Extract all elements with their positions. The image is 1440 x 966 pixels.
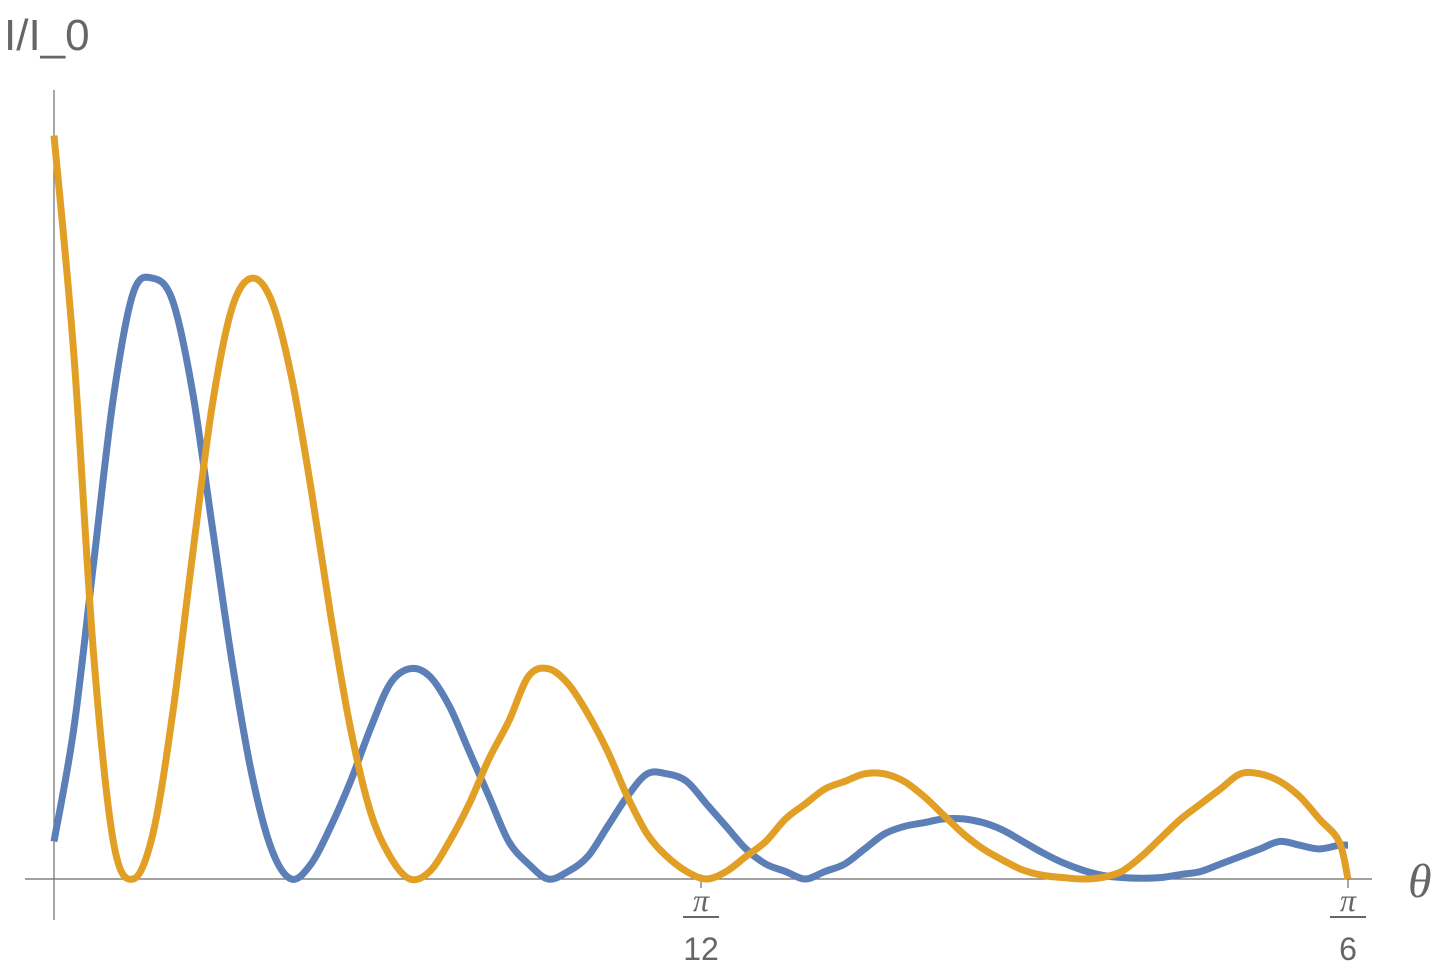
x-tick-numerator: π <box>1340 882 1357 918</box>
y-axis-label: I/I_0 <box>4 11 90 60</box>
series-line-1 <box>50 273 1349 883</box>
series-layer <box>50 135 1352 884</box>
x-axis-label: θ <box>1408 855 1432 908</box>
series-line-2 <box>50 135 1352 884</box>
x-tick-denominator: 12 <box>683 931 719 966</box>
x-tick-denominator: 6 <box>1339 931 1357 966</box>
x-tick-numerator: π <box>693 882 710 918</box>
x-tick-12: π 12 <box>683 879 719 966</box>
x-tick-6: π6 <box>1330 879 1366 966</box>
